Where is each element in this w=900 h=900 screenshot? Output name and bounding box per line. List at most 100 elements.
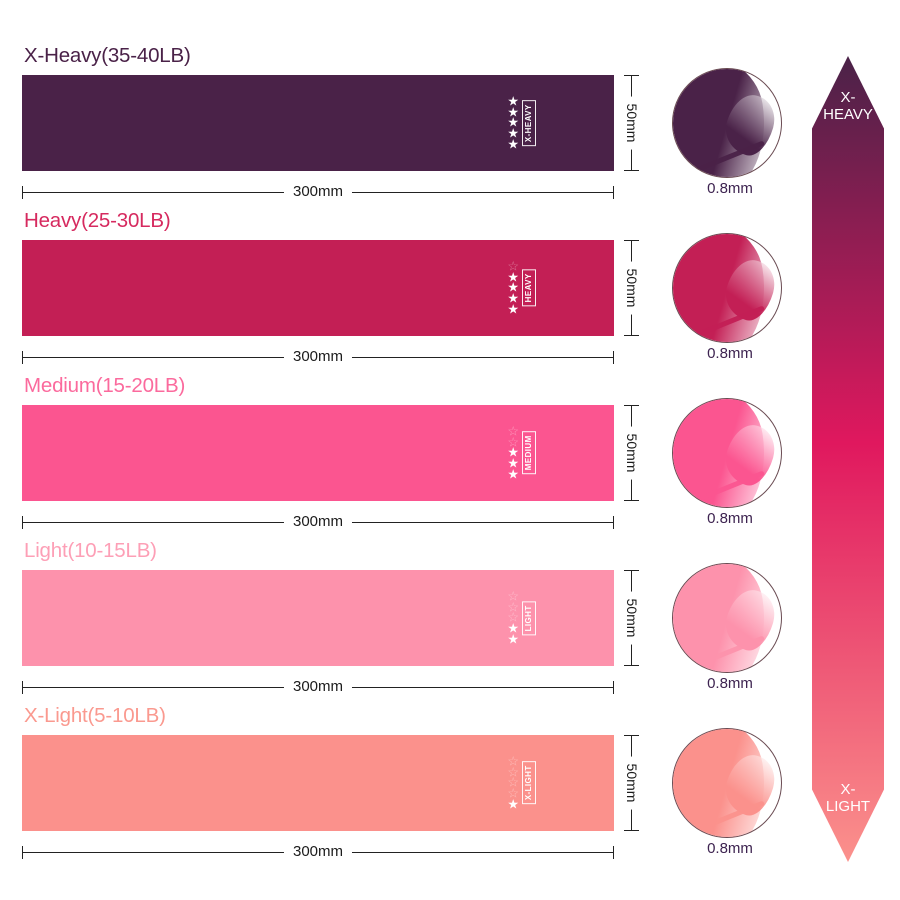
star-filled-icon: ★ bbox=[507, 620, 519, 636]
gradient-arrow-top-line2: HEAVY bbox=[823, 105, 873, 123]
band-strip-heavy: ☆ ★ ★ ★ ★ HEAVY bbox=[22, 240, 614, 336]
band-mark-medium: ☆ ☆ ★ ★ ★ MEDIUM bbox=[507, 423, 536, 481]
height-dimension-label-light: 50mm bbox=[621, 591, 643, 645]
width-dimension-light: 300mm bbox=[22, 676, 614, 700]
thickness-label-light: 0.8mm bbox=[707, 675, 753, 692]
gradient-arrow-bottom-line2: LIGHT bbox=[825, 798, 871, 816]
star-rating-heavy: ☆ ★ ★ ★ ★ bbox=[507, 258, 519, 316]
band-row-x-light: X-Light(5-10LB) ☆ ☆ ☆ ☆ ★ X-LIGHT 300mm 50mm bbox=[0, 704, 645, 869]
band-level-tag-medium: MEDIUM bbox=[522, 431, 536, 475]
dimension-cap-top bbox=[624, 735, 639, 736]
strength-gradient-arrow: X- HEAVY X- LIGHT bbox=[812, 56, 884, 862]
band-row-medium: Medium(15-20LB) ☆ ☆ ★ ★ ★ MEDIUM 300mm 50mm bbox=[0, 374, 645, 539]
gradient-arrow-top-line1: X- bbox=[840, 89, 856, 106]
thickness-detail-x-heavy: 0.8mm bbox=[660, 62, 800, 227]
band-row-heavy: Heavy(25-30LB) ☆ ★ ★ ★ ★ HEAVY 300mm 50mm bbox=[0, 209, 645, 374]
band-title-medium: Medium(15-20LB) bbox=[24, 374, 186, 397]
band-mark-light: ☆ ☆ ☆ ★ ★ LIGHT bbox=[507, 588, 536, 646]
thickness-column: 0.8mm 0.8mm 0.8mm 0.8mm 0.8mm bbox=[660, 0, 800, 900]
star-hollow-icon: ☆ bbox=[507, 609, 519, 625]
band-title-light: Light(10-15LB) bbox=[24, 539, 157, 562]
height-dimension-label-x-light: 50mm bbox=[621, 756, 643, 810]
band-strip-x-light: ☆ ☆ ☆ ☆ ★ X-LIGHT bbox=[22, 735, 614, 831]
dimension-cap-left bbox=[22, 186, 23, 199]
star-hollow-icon: ☆ bbox=[507, 785, 519, 801]
thickness-label-medium: 0.8mm bbox=[707, 510, 753, 527]
height-dimension-label-medium: 50mm bbox=[621, 426, 643, 480]
width-dimension-x-light: 300mm bbox=[22, 841, 614, 865]
band-mark-heavy: ☆ ★ ★ ★ ★ HEAVY bbox=[507, 258, 536, 316]
thickness-label-heavy: 0.8mm bbox=[707, 345, 753, 362]
band-level-tag-x-heavy: X-HEAVY bbox=[522, 100, 536, 146]
star-rating-x-light: ☆ ☆ ☆ ☆ ★ bbox=[507, 753, 519, 811]
thickness-circle-medium bbox=[672, 398, 782, 508]
star-filled-icon: ★ bbox=[507, 135, 519, 151]
gradient-arrow-top-label: X- HEAVY bbox=[812, 89, 884, 124]
star-rating-x-heavy: ★ ★ ★ ★ ★ bbox=[507, 93, 519, 151]
height-dimension-x-heavy: 50mm bbox=[620, 75, 644, 171]
thickness-detail-light: 0.8mm bbox=[660, 557, 800, 722]
star-filled-icon: ★ bbox=[507, 114, 519, 130]
height-dimension-heavy: 50mm bbox=[620, 240, 644, 336]
band-title-heavy: Heavy(25-30LB) bbox=[24, 209, 171, 232]
width-dimension-label-x-light: 300mm bbox=[283, 841, 353, 863]
star-filled-icon: ★ bbox=[507, 93, 519, 109]
thickness-label-x-light: 0.8mm bbox=[707, 840, 753, 857]
dimension-cap-bottom bbox=[624, 500, 639, 501]
band-mark-x-heavy: ★ ★ ★ ★ ★ X-HEAVY bbox=[507, 93, 536, 151]
thickness-circle-light bbox=[672, 563, 782, 673]
star-filled-icon: ★ bbox=[507, 269, 519, 285]
band-row-x-heavy: X-Heavy(35-40LB) ★ ★ ★ ★ ★ X-HEAVY 300mm 50mm bbox=[0, 44, 645, 209]
dimension-cap-left bbox=[22, 516, 23, 529]
star-filled-icon: ★ bbox=[507, 465, 519, 481]
thickness-detail-medium: 0.8mm bbox=[660, 392, 800, 557]
height-dimension-x-light: 50mm bbox=[620, 735, 644, 831]
star-hollow-icon: ☆ bbox=[507, 588, 519, 604]
star-filled-icon: ★ bbox=[507, 300, 519, 316]
height-dimension-label-x-heavy: 50mm bbox=[621, 96, 643, 150]
width-dimension-label-light: 300mm bbox=[283, 676, 353, 698]
band-level-tag-light: LIGHT bbox=[522, 601, 536, 635]
dimension-cap-bottom bbox=[624, 335, 639, 336]
width-dimension-label-x-heavy: 300mm bbox=[283, 181, 353, 203]
star-filled-icon: ★ bbox=[507, 630, 519, 646]
band-level-tag-x-light: X-LIGHT bbox=[522, 761, 536, 805]
star-hollow-icon: ☆ bbox=[507, 423, 519, 439]
star-hollow-icon: ☆ bbox=[507, 753, 519, 769]
band-mark-x-light: ☆ ☆ ☆ ☆ ★ X-LIGHT bbox=[507, 753, 536, 811]
band-title-x-heavy: X-Heavy(35-40LB) bbox=[24, 44, 191, 67]
dimension-cap-left bbox=[22, 846, 23, 859]
star-rating-light: ☆ ☆ ☆ ★ ★ bbox=[507, 588, 519, 646]
dimension-cap-bottom bbox=[624, 170, 639, 171]
dimension-cap-right bbox=[613, 351, 614, 364]
dimension-cap-left bbox=[22, 351, 23, 364]
star-filled-icon: ★ bbox=[507, 290, 519, 306]
height-dimension-label-heavy: 50mm bbox=[621, 261, 643, 315]
thickness-circle-heavy bbox=[672, 233, 782, 343]
dimension-cap-right bbox=[613, 681, 614, 694]
gradient-arrow-bottom-line1: X- bbox=[840, 781, 856, 799]
thickness-circle-x-light bbox=[672, 728, 782, 838]
gradient-arrow-bottom-label: X- LIGHT bbox=[812, 782, 884, 816]
bands-column: X-Heavy(35-40LB) ★ ★ ★ ★ ★ X-HEAVY 300mm 50mm Hea… bbox=[0, 44, 645, 869]
band-row-light: Light(10-15LB) ☆ ☆ ☆ ★ ★ LIGHT 300mm 50mm bbox=[0, 539, 645, 704]
star-filled-icon: ★ bbox=[507, 455, 519, 471]
gradient-arrow-shape bbox=[812, 56, 884, 862]
width-dimension-heavy: 300mm bbox=[22, 346, 614, 370]
dimension-cap-bottom bbox=[624, 830, 639, 831]
width-dimension-x-heavy: 300mm bbox=[22, 181, 614, 205]
dimension-cap-top bbox=[624, 570, 639, 571]
band-level-tag-heavy: HEAVY bbox=[522, 269, 536, 307]
width-dimension-medium: 300mm bbox=[22, 511, 614, 535]
dimension-cap-top bbox=[624, 240, 639, 241]
thickness-detail-heavy: 0.8mm bbox=[660, 227, 800, 392]
dimension-cap-bottom bbox=[624, 665, 639, 666]
band-strip-x-heavy: ★ ★ ★ ★ ★ X-HEAVY bbox=[22, 75, 614, 171]
star-filled-icon: ★ bbox=[507, 795, 519, 811]
height-dimension-light: 50mm bbox=[620, 570, 644, 666]
thickness-circle-x-heavy bbox=[672, 68, 782, 178]
star-hollow-icon: ☆ bbox=[507, 774, 519, 790]
band-strip-medium: ☆ ☆ ★ ★ ★ MEDIUM bbox=[22, 405, 614, 501]
star-hollow-icon: ☆ bbox=[507, 258, 519, 274]
dimension-cap-top bbox=[624, 405, 639, 406]
